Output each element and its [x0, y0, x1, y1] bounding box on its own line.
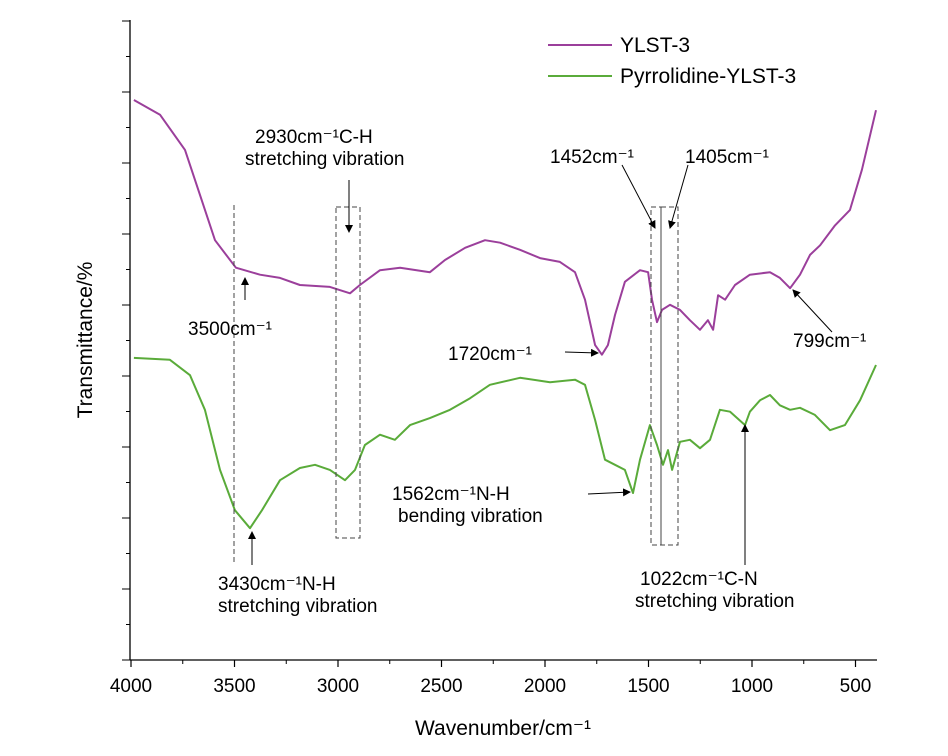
x-tick-label: 4000: [110, 676, 152, 697]
annotation-1562-line2: bending vibration: [398, 506, 543, 527]
legend-label-ylst3: YLST-3: [620, 34, 690, 57]
annotation-1562-line1: 1562cm⁻¹N-H: [392, 484, 510, 505]
x-tick-labels: 4000 3500 3000 2500 2000 1500 1000 500: [110, 676, 871, 697]
annotation-3500: 3500cm⁻¹: [188, 319, 272, 340]
annotation-3430-line2: stretching vibration: [218, 596, 377, 617]
annotation-1452: 1452cm⁻¹: [550, 147, 634, 168]
x-tick-label: 1000: [731, 676, 773, 697]
legend: YLST-3 Pyrrolidine-YLST-3: [548, 34, 796, 88]
annotation-1720: 1720cm⁻¹: [448, 344, 532, 365]
legend-label-pyrrolidine: Pyrrolidine-YLST-3: [620, 65, 796, 88]
x-tick-label: 3000: [317, 676, 359, 697]
annotation-799: 799cm⁻¹: [793, 331, 866, 352]
annotation-1022-line2: stretching vibration: [635, 591, 794, 612]
box-2930: [335, 206, 361, 539]
series-line-ylst3: [133, 99, 877, 356]
annotation-2930-line2: stretching vibration: [245, 149, 404, 170]
box-1452: [650, 206, 662, 546]
annotation-2930-line1: 2930cm⁻¹C-H: [255, 127, 373, 148]
x-tick-label: 3500: [213, 676, 255, 697]
annotation-1405: 1405cm⁻¹: [685, 147, 769, 168]
x-tick-label: 2000: [524, 676, 566, 697]
annotation-3430-line1: 3430cm⁻¹N-H: [218, 574, 336, 595]
annotations: 3500cm⁻¹ 2930cm⁻¹C-H stretching vibratio…: [188, 127, 866, 617]
series-line-pyrrolidine-ylst3: [133, 356, 877, 530]
x-axis-label: Wavenumber/cm⁻¹: [415, 717, 591, 740]
series-group: [133, 99, 877, 530]
x-tick-label: 1500: [627, 676, 669, 697]
x-tick-label: 2500: [420, 676, 462, 697]
annotation-1022-line1: 1022cm⁻¹C-N: [640, 569, 758, 590]
x-tick-label: 500: [840, 676, 872, 697]
box-1405: [660, 206, 679, 546]
axis-ticks: [122, 20, 857, 667]
y-axis-label: Transmittance/%: [74, 262, 97, 419]
annotation-arrows: [241, 164, 833, 565]
dashed-guides: [233, 205, 679, 565]
